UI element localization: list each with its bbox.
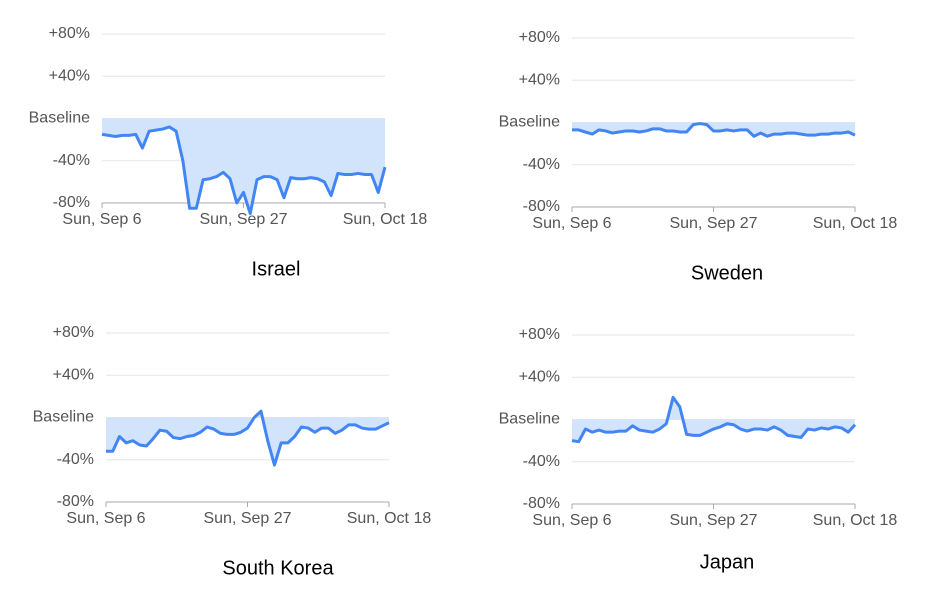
y-tick-label: +80% xyxy=(49,25,90,42)
x-tick-label: Sun, Sep 27 xyxy=(203,510,291,527)
chart-title: Sweden xyxy=(691,262,763,284)
y-tick-label: -40% xyxy=(523,156,560,173)
x-tick-label: Sun, Oct 18 xyxy=(813,215,898,232)
y-tick-label: Baseline xyxy=(29,110,90,127)
y-tick-label: +40% xyxy=(519,71,560,88)
x-tick-label: Sun, Sep 27 xyxy=(669,512,757,529)
x-tick-label: Sun, Sep 6 xyxy=(62,211,141,228)
y-tick-label: +80% xyxy=(519,29,560,46)
y-tick-label: Baseline xyxy=(33,409,94,426)
line xyxy=(572,122,856,138)
y-tick-label: -80% xyxy=(57,493,94,510)
x-tick-label: Sun, Oct 18 xyxy=(813,512,898,529)
x-tick-label: Sun, Oct 18 xyxy=(347,510,432,527)
y-tick-label: -80% xyxy=(523,198,560,215)
chart-title: Japan xyxy=(700,551,755,573)
y-tick-label: -40% xyxy=(57,451,94,468)
x-tick-label: Sun, Oct 18 xyxy=(343,211,428,228)
x-tick-label: Sun, Sep 27 xyxy=(669,215,757,232)
y-tick-label: -40% xyxy=(53,152,90,169)
chart-title: South Korea xyxy=(222,557,334,579)
x-tick-label: Sun, Sep 6 xyxy=(66,510,145,527)
y-tick-label: -80% xyxy=(53,194,90,211)
x-tick-label: Sun, Sep 6 xyxy=(532,512,611,529)
area xyxy=(572,397,855,442)
line xyxy=(571,395,857,444)
chart-title: Israel xyxy=(252,258,301,280)
y-tick-label: +80% xyxy=(519,326,560,343)
y-tick-label: Baseline xyxy=(499,114,560,131)
area xyxy=(102,118,385,214)
area xyxy=(106,411,389,466)
y-tick-label: +40% xyxy=(49,67,90,84)
y-tick-label: +40% xyxy=(53,366,94,383)
y-tick-label: -40% xyxy=(523,453,560,470)
x-tick-label: Sun, Sep 27 xyxy=(199,211,287,228)
y-tick-label: -80% xyxy=(523,495,560,512)
y-tick-label: +80% xyxy=(53,324,94,341)
y-tick-label: +40% xyxy=(519,368,560,385)
x-tick-label: Sun, Sep 6 xyxy=(532,215,611,232)
line xyxy=(106,409,390,467)
y-tick-label: Baseline xyxy=(499,411,560,428)
line xyxy=(101,125,387,216)
